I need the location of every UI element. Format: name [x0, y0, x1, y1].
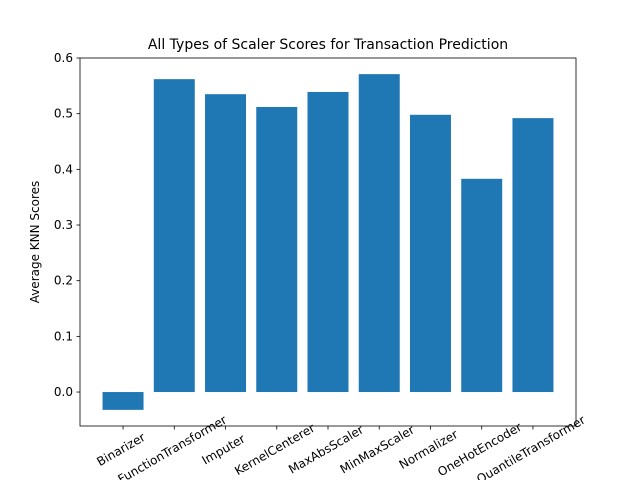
y-tick-label: 0.2: [54, 274, 73, 288]
bar: [102, 392, 144, 410]
y-tick-label: 0.5: [54, 107, 73, 121]
y-axis-label: Average KNN Scores: [28, 181, 42, 304]
bar: [307, 91, 349, 393]
chart-title: All Types of Scaler Scores for Transacti…: [148, 37, 508, 53]
bar: [512, 118, 554, 393]
y-tick-label: 0.4: [54, 162, 73, 176]
y-tick-label: 0.0: [54, 385, 73, 399]
bar: [409, 114, 451, 393]
bar: [153, 79, 195, 393]
bar: [205, 94, 247, 393]
bar: [461, 178, 503, 393]
bar: [358, 74, 400, 393]
y-tick-label: 0.1: [54, 329, 73, 343]
y-tick-label: 0.3: [54, 218, 73, 232]
plot-frame: [79, 57, 577, 427]
bar: [256, 106, 298, 393]
y-tick-label: 0.6: [54, 51, 73, 65]
